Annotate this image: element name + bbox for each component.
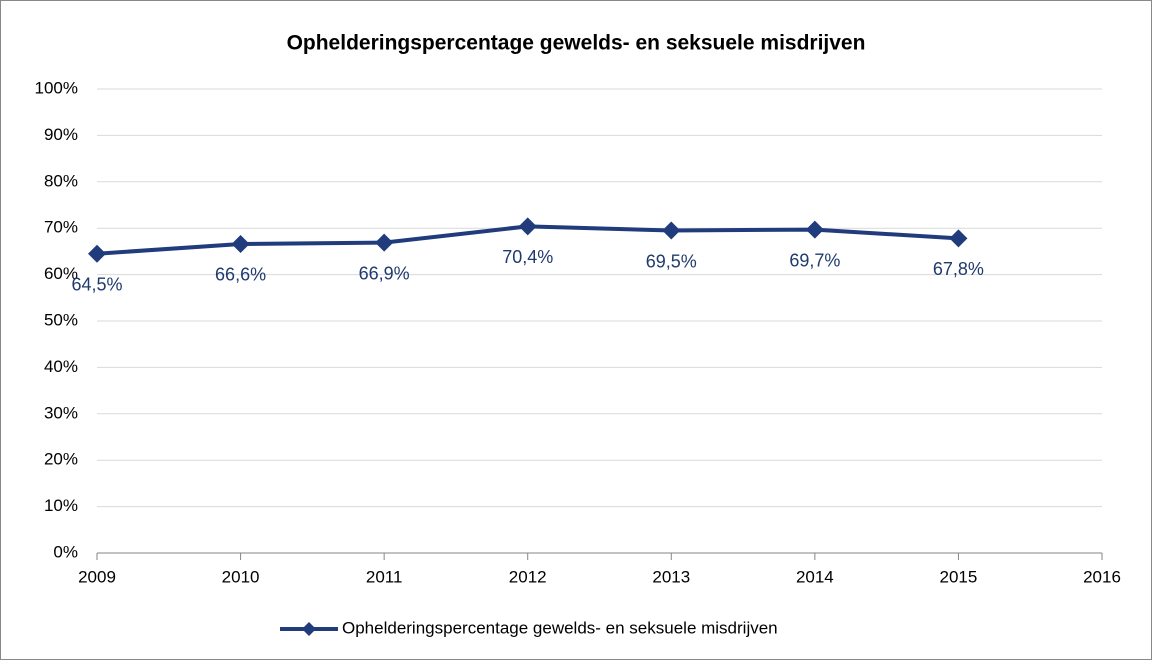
legend-marker xyxy=(302,622,316,636)
chart-title: Ophelderingspercentage gewelds- en seksu… xyxy=(287,32,866,55)
data-label: 69,7% xyxy=(789,250,840,270)
y-tick-label: 70% xyxy=(44,218,78,237)
data-label: 66,6% xyxy=(215,265,266,285)
x-tick-label: 2015 xyxy=(940,567,978,586)
data-label: 70,4% xyxy=(502,247,553,267)
data-label: 64,5% xyxy=(71,274,122,294)
marker xyxy=(88,244,106,263)
y-tick-label: 50% xyxy=(44,310,78,329)
y-tick-label: 10% xyxy=(44,496,78,515)
y-tick-label: 30% xyxy=(44,403,78,422)
x-tick-label: 2012 xyxy=(509,567,547,586)
y-tick-label: 0% xyxy=(53,542,78,561)
marker xyxy=(949,229,968,248)
y-tick-label: 60% xyxy=(44,264,78,283)
y-tick-label: 40% xyxy=(44,357,78,376)
y-tick-label: 20% xyxy=(44,450,78,469)
data-label: 66,9% xyxy=(359,263,410,283)
x-tick-label: 2010 xyxy=(222,567,260,586)
data-label: 69,5% xyxy=(646,251,697,271)
x-tick-label: 2014 xyxy=(796,567,834,586)
legend-label: Ophelderingspercentage gewelds- en seksu… xyxy=(342,618,778,637)
marker xyxy=(805,220,824,239)
marker xyxy=(375,233,394,252)
marker xyxy=(662,221,681,240)
y-tick-label: 100% xyxy=(35,78,78,97)
data-label: 67,8% xyxy=(933,259,984,279)
marker xyxy=(231,234,250,253)
x-tick-label: 2011 xyxy=(366,567,403,586)
x-tick-label: 2016 xyxy=(1083,567,1121,586)
y-tick-label: 90% xyxy=(44,125,78,144)
x-tick-label: 2013 xyxy=(652,567,690,586)
marker xyxy=(518,217,537,236)
y-tick-label: 80% xyxy=(44,171,78,190)
x-tick-label: 2009 xyxy=(78,567,116,586)
